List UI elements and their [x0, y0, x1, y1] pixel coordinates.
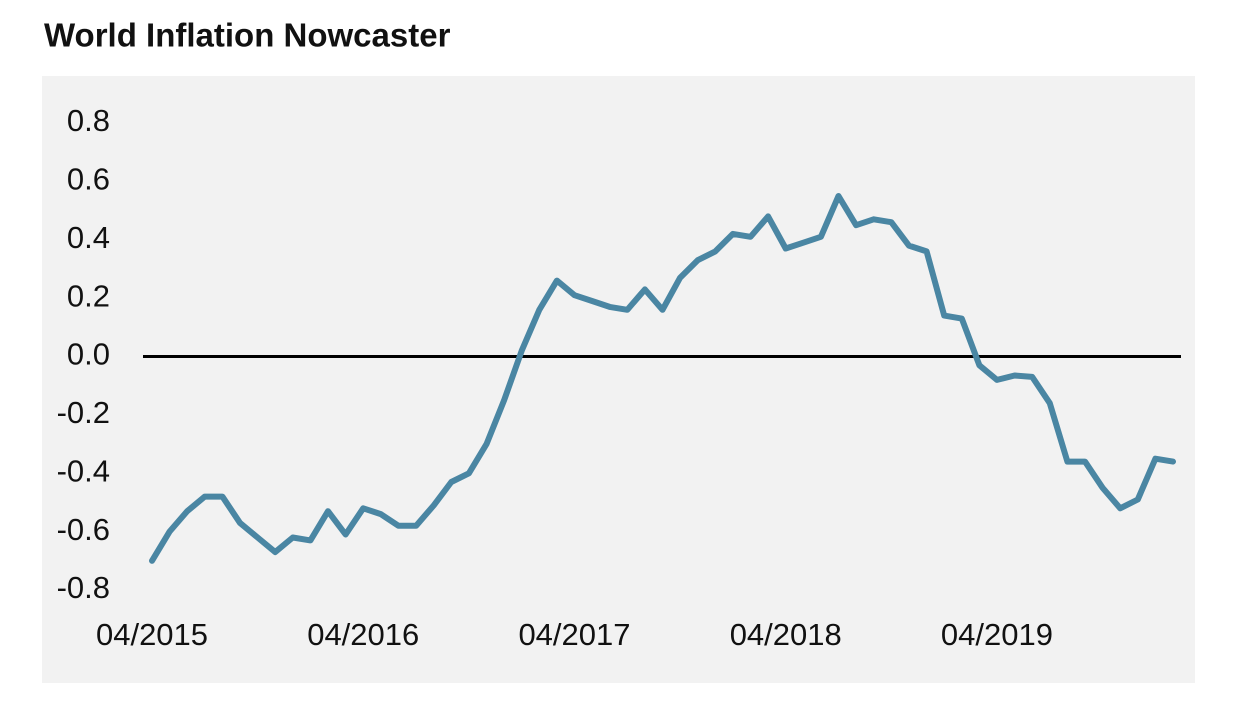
- y-tick-label: 0.2: [67, 278, 110, 313]
- y-tick-label: 0.0: [67, 337, 110, 372]
- x-tick-label: 04/2019: [941, 617, 1053, 652]
- y-tick-label: 0.8: [67, 103, 110, 138]
- y-tick-label: -0.6: [57, 512, 110, 547]
- plot-background: [42, 76, 1195, 683]
- data-line: [149, 193, 1176, 564]
- y-tick-label: 0.6: [67, 162, 110, 197]
- x-tick-label: 04/2015: [96, 617, 208, 652]
- y-tick-label: -0.2: [57, 395, 110, 430]
- x-tick-label: 04/2018: [730, 617, 842, 652]
- y-tick-label: -0.8: [57, 570, 110, 605]
- chart-title: World Inflation Nowcaster: [44, 17, 451, 54]
- x-tick-label: 04/2017: [518, 617, 630, 652]
- x-tick-label: 04/2016: [307, 617, 419, 652]
- y-tick-label: 0.4: [67, 220, 110, 255]
- y-tick-label: -0.4: [57, 453, 110, 488]
